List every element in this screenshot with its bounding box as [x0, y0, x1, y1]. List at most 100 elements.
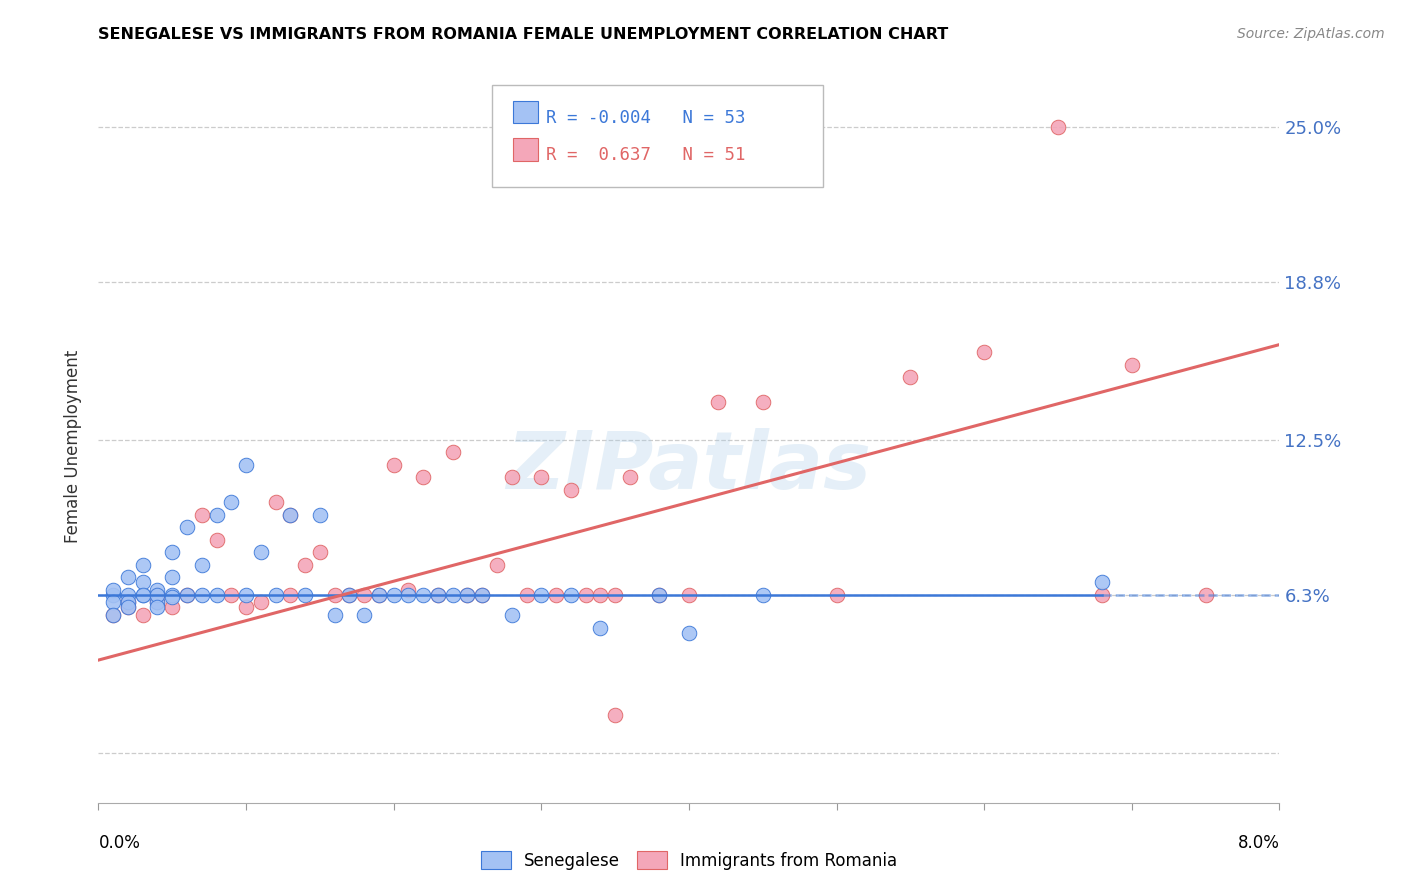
Point: [117, 595, 139, 609]
Point: [441, 445, 464, 459]
Point: [162, 600, 183, 615]
Point: [707, 395, 730, 409]
Point: [176, 588, 198, 602]
Point: [219, 588, 242, 602]
Point: [146, 588, 169, 602]
Point: [294, 588, 316, 602]
Point: [103, 588, 125, 602]
Point: [1091, 588, 1114, 602]
Point: [250, 595, 273, 609]
Point: [235, 458, 257, 472]
Point: [103, 595, 125, 609]
Point: [605, 588, 627, 602]
Point: [382, 588, 405, 602]
Point: [501, 607, 523, 622]
Point: [308, 545, 332, 559]
Point: [250, 545, 273, 559]
Point: [678, 588, 700, 602]
Point: [1194, 588, 1216, 602]
Point: [146, 595, 169, 609]
Point: [1091, 575, 1114, 590]
Point: [574, 588, 596, 602]
Point: [103, 607, 125, 622]
Point: [205, 508, 228, 522]
Point: [560, 483, 582, 497]
Point: [825, 588, 848, 602]
Point: [412, 588, 434, 602]
Point: [1046, 120, 1069, 134]
Point: [146, 588, 169, 602]
Point: [132, 575, 155, 590]
Point: [117, 595, 139, 609]
Point: [337, 588, 360, 602]
Point: [205, 588, 228, 602]
Point: [751, 395, 773, 409]
Point: [648, 588, 671, 602]
Point: [471, 588, 494, 602]
Legend: Senegalese, Immigrants from Romania: Senegalese, Immigrants from Romania: [474, 845, 904, 877]
Point: [278, 508, 302, 522]
Point: [176, 520, 198, 534]
Point: [278, 588, 302, 602]
Point: [146, 582, 169, 597]
Point: [117, 600, 139, 615]
Point: [264, 588, 287, 602]
Point: [191, 588, 214, 602]
Text: R =  0.637   N = 51: R = 0.637 N = 51: [546, 146, 745, 164]
Point: [162, 588, 183, 602]
Point: [1121, 358, 1143, 372]
Point: [471, 588, 494, 602]
Point: [456, 588, 478, 602]
Point: [546, 588, 568, 602]
Point: [353, 588, 375, 602]
Point: [278, 508, 302, 522]
Point: [589, 588, 612, 602]
Point: [264, 495, 287, 509]
Point: [117, 600, 139, 615]
Point: [501, 470, 523, 484]
Text: Source: ZipAtlas.com: Source: ZipAtlas.com: [1237, 27, 1385, 41]
Point: [176, 588, 198, 602]
Text: 0.0%: 0.0%: [98, 834, 141, 852]
Text: SENEGALESE VS IMMIGRANTS FROM ROMANIA FEMALE UNEMPLOYMENT CORRELATION CHART: SENEGALESE VS IMMIGRANTS FROM ROMANIA FE…: [98, 27, 949, 42]
Point: [132, 588, 155, 602]
Point: [441, 588, 464, 602]
Point: [162, 545, 183, 559]
Point: [205, 533, 228, 547]
Point: [382, 458, 405, 472]
Point: [900, 370, 922, 384]
Point: [162, 591, 183, 605]
Point: [294, 558, 316, 572]
Point: [117, 588, 139, 602]
Point: [117, 570, 139, 584]
Text: R = -0.004   N = 53: R = -0.004 N = 53: [546, 109, 745, 127]
Point: [619, 470, 641, 484]
Point: [353, 607, 375, 622]
Point: [308, 508, 332, 522]
Point: [426, 588, 449, 602]
Point: [530, 470, 553, 484]
Point: [426, 588, 449, 602]
Point: [412, 470, 434, 484]
Point: [146, 595, 169, 609]
Point: [132, 558, 155, 572]
Point: [396, 588, 419, 602]
Point: [235, 600, 257, 615]
Point: [396, 582, 419, 597]
Point: [103, 607, 125, 622]
Point: [191, 558, 214, 572]
Point: [751, 588, 773, 602]
Point: [678, 625, 700, 640]
Y-axis label: Female Unemployment: Female Unemployment: [65, 350, 83, 542]
Point: [605, 708, 627, 723]
Point: [146, 600, 169, 615]
Point: [323, 607, 346, 622]
Point: [103, 582, 125, 597]
Point: [191, 508, 214, 522]
Text: ZIPatlas: ZIPatlas: [506, 428, 872, 507]
Point: [589, 621, 612, 635]
Text: 8.0%: 8.0%: [1237, 834, 1279, 852]
Point: [323, 588, 346, 602]
Point: [648, 588, 671, 602]
Point: [515, 588, 537, 602]
